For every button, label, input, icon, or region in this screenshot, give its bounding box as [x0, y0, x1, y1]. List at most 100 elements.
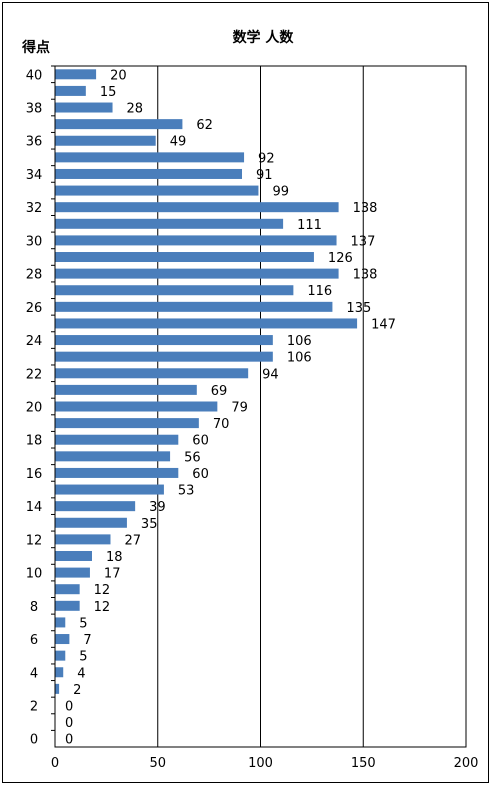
data-label: 18 — [106, 550, 123, 565]
plot-area — [54, 65, 467, 748]
data-label: 39 — [149, 500, 166, 515]
data-label: 147 — [371, 317, 396, 332]
y-tick-label: 12 — [26, 533, 43, 548]
y-tick-label: 26 — [26, 301, 43, 316]
y-tick-label: 0 — [30, 733, 38, 748]
data-label: 53 — [178, 484, 195, 499]
y-tick-label: 34 — [26, 168, 43, 183]
y-tick-label: 14 — [26, 500, 43, 515]
bar — [55, 252, 314, 263]
data-label: 135 — [346, 301, 371, 316]
data-label: 138 — [353, 201, 378, 216]
bar — [55, 318, 358, 329]
data-label: 5 — [79, 616, 87, 631]
bar — [55, 534, 111, 545]
bar — [55, 351, 273, 362]
bar — [55, 119, 183, 130]
data-label: 35 — [141, 517, 158, 532]
data-label: 20 — [110, 68, 127, 83]
bar — [55, 168, 243, 179]
bar — [55, 285, 294, 296]
bar — [55, 467, 179, 478]
bar — [55, 667, 64, 678]
y-tick-label: 10 — [26, 567, 43, 582]
data-label: 2 — [73, 683, 81, 698]
bar — [55, 69, 97, 80]
bar — [55, 683, 60, 694]
y-tick-label: 2 — [30, 699, 38, 714]
data-label: 4 — [77, 666, 85, 681]
bar — [55, 584, 80, 595]
bar — [55, 501, 136, 512]
chart-title: 数学 人数 — [233, 29, 295, 46]
data-label: 0 — [65, 699, 73, 714]
data-label: 12 — [94, 583, 111, 598]
bar — [55, 185, 259, 196]
bar — [55, 368, 249, 379]
bar — [55, 617, 66, 628]
data-label: 49 — [170, 135, 187, 150]
x-tick-label: 0 — [51, 756, 59, 771]
y-tick-label: 8 — [30, 600, 38, 615]
y-tick-label: 24 — [26, 334, 43, 349]
data-label: 92 — [258, 151, 275, 166]
data-label: 0 — [65, 733, 73, 748]
y-tick-label: 16 — [26, 467, 43, 482]
x-tick-label: 100 — [248, 756, 273, 771]
bar — [55, 567, 90, 578]
data-label: 0 — [65, 716, 73, 731]
y-tick-label: 4 — [30, 666, 38, 681]
bar — [55, 418, 199, 429]
data-label: 106 — [287, 334, 312, 349]
data-label: 99 — [272, 185, 289, 200]
data-label: 60 — [192, 434, 209, 449]
bar — [55, 135, 156, 146]
y-tick-label: 32 — [26, 201, 43, 216]
bar — [55, 550, 92, 561]
bar — [55, 650, 66, 661]
data-label: 27 — [124, 533, 141, 548]
data-label: 111 — [297, 218, 322, 233]
y-tick-label: 40 — [26, 68, 43, 83]
x-tick-label: 150 — [351, 756, 376, 771]
data-label: 70 — [213, 417, 230, 432]
bar — [55, 401, 218, 412]
data-label: 7 — [83, 633, 91, 648]
data-label: 5 — [79, 650, 87, 665]
y-tick-label: 28 — [26, 268, 43, 283]
data-label: 79 — [231, 401, 248, 416]
y-tick-label: 38 — [26, 102, 43, 117]
bar — [55, 451, 171, 462]
bar — [55, 335, 273, 346]
data-label: 126 — [328, 251, 353, 266]
data-label: 15 — [100, 85, 117, 100]
bar — [55, 202, 339, 213]
data-label: 62 — [196, 118, 213, 133]
y-tick-label: 18 — [26, 434, 43, 449]
y-tick-label: 20 — [26, 401, 43, 416]
data-label: 116 — [307, 284, 332, 299]
bar — [55, 218, 284, 229]
data-label: 106 — [287, 351, 312, 366]
y-tick-label: 6 — [30, 633, 38, 648]
data-label: 137 — [351, 234, 376, 249]
y-tick-label: 30 — [26, 234, 43, 249]
data-label: 91 — [256, 168, 273, 183]
bar — [55, 384, 197, 395]
bar — [55, 85, 86, 96]
bar — [55, 152, 245, 163]
data-label: 56 — [184, 450, 201, 465]
data-label: 17 — [104, 567, 121, 582]
y-tick-label: 22 — [26, 367, 43, 382]
data-label: 94 — [262, 367, 279, 382]
data-label: 138 — [353, 268, 378, 283]
data-label: 12 — [94, 600, 111, 615]
bar — [55, 268, 339, 279]
bar — [55, 600, 80, 611]
x-tick-label: 200 — [454, 756, 479, 771]
bar — [55, 634, 70, 645]
bar — [55, 235, 337, 246]
x-tick-label: 50 — [149, 756, 166, 771]
y-tick-label: 36 — [26, 135, 43, 150]
